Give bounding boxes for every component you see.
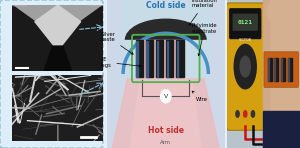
Bar — [157, 41, 158, 77]
Bar — [281, 58, 282, 81]
Bar — [153, 40, 159, 77]
Text: Hot side: Hot side — [148, 126, 184, 135]
Bar — [146, 40, 153, 77]
Polygon shape — [44, 45, 71, 71]
Polygon shape — [58, 5, 104, 71]
Circle shape — [234, 44, 256, 89]
Text: Arm: Arm — [160, 140, 171, 145]
FancyBboxPatch shape — [0, 0, 103, 148]
Bar — [268, 58, 272, 81]
Bar — [146, 41, 148, 77]
Bar — [177, 41, 178, 77]
Bar — [156, 40, 164, 77]
Text: Polyimide
substrate: Polyimide substrate — [192, 23, 218, 56]
Circle shape — [160, 90, 171, 103]
Text: 0121: 0121 — [238, 20, 253, 25]
Polygon shape — [130, 81, 201, 148]
Circle shape — [240, 56, 250, 77]
Bar — [173, 40, 179, 77]
Bar — [268, 58, 269, 81]
Bar — [164, 40, 169, 77]
Circle shape — [244, 111, 247, 117]
Ellipse shape — [125, 19, 206, 61]
FancyBboxPatch shape — [232, 14, 258, 31]
Polygon shape — [112, 77, 219, 148]
Bar — [274, 58, 275, 81]
Text: Cold side: Cold side — [146, 1, 186, 10]
Bar — [136, 41, 138, 77]
Circle shape — [236, 111, 239, 117]
FancyBboxPatch shape — [229, 8, 261, 39]
Ellipse shape — [267, 0, 296, 27]
Bar — [288, 58, 289, 81]
Text: Wire: Wire — [192, 91, 207, 102]
Text: V: V — [164, 94, 168, 99]
Bar — [287, 58, 292, 81]
Bar — [176, 40, 184, 77]
Bar — [143, 40, 148, 77]
Circle shape — [251, 111, 255, 117]
Bar — [136, 40, 143, 77]
FancyBboxPatch shape — [264, 52, 298, 87]
Polygon shape — [263, 0, 269, 148]
Text: Silver
paste: Silver paste — [100, 32, 133, 54]
Polygon shape — [12, 5, 58, 71]
Bar — [167, 41, 168, 77]
Text: Insulation
material: Insulation material — [189, 0, 218, 25]
Polygon shape — [263, 0, 300, 148]
Polygon shape — [263, 111, 300, 148]
Text: VICTOR: VICTOR — [238, 38, 252, 42]
FancyBboxPatch shape — [121, 1, 211, 52]
Bar — [166, 40, 173, 77]
Bar — [274, 58, 278, 81]
Bar — [124, 40, 207, 77]
Bar — [281, 58, 285, 81]
Text: TE
legs: TE legs — [100, 57, 141, 68]
Polygon shape — [35, 5, 81, 45]
FancyBboxPatch shape — [226, 3, 264, 130]
